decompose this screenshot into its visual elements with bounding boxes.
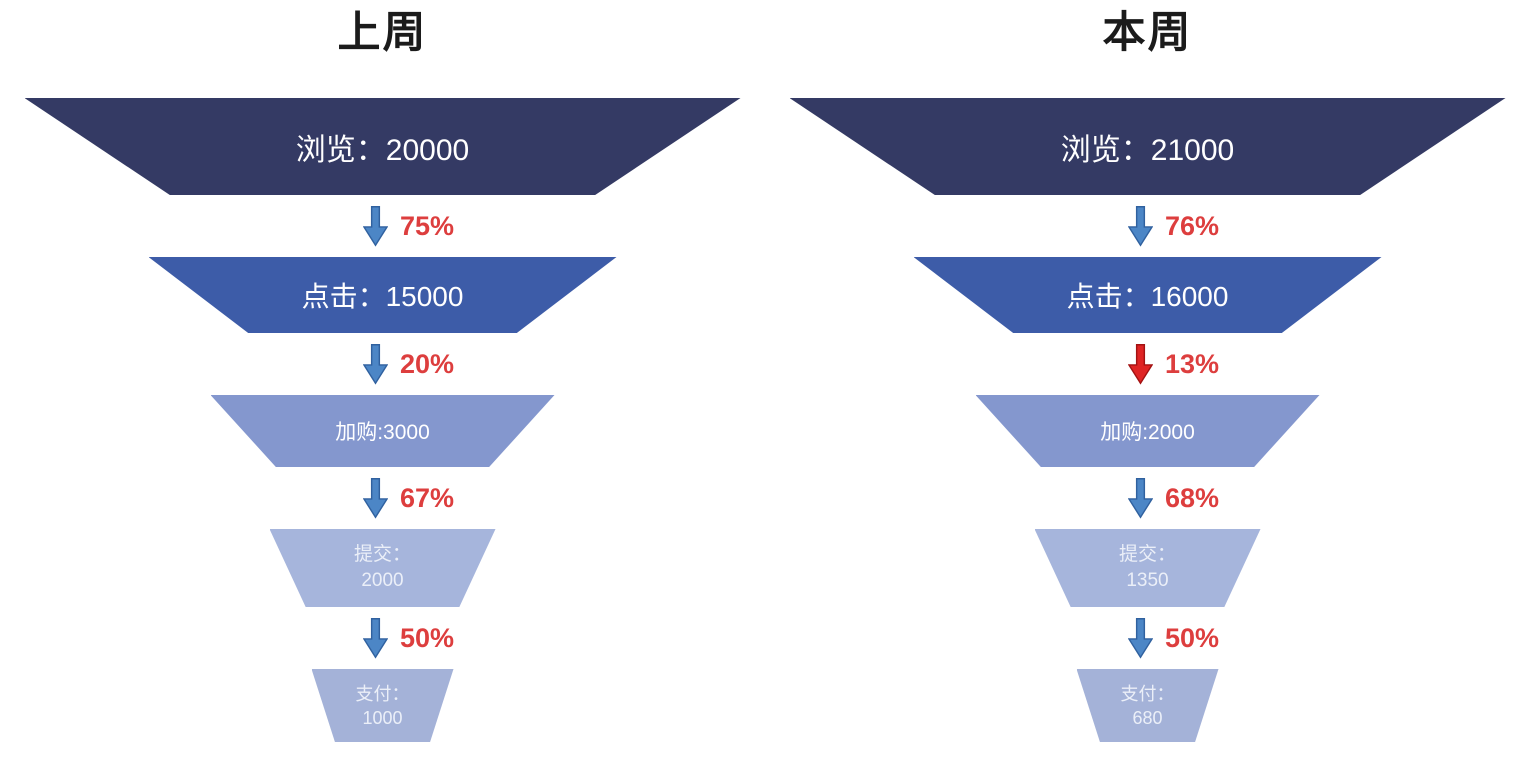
funnel-stage-submit: 提交： 2000 xyxy=(269,529,496,607)
transition-browse-click: 75% xyxy=(362,195,455,257)
funnel-title-last-week: 上周 xyxy=(337,9,428,57)
transition-submit-pay: 50% xyxy=(1127,607,1220,669)
funnel-stage-browse: 浏览：21000 xyxy=(789,98,1506,195)
funnel-stage-click: 点击：15000 xyxy=(148,257,617,333)
funnel-stack-this-week: 浏览：21000 76% 点击：16000 13% 加购:2000 68% xyxy=(789,98,1506,742)
down-arrow-icon xyxy=(362,344,388,385)
conversion-rate-label: 50% xyxy=(399,622,455,653)
stage-label: 提交： xyxy=(1118,544,1176,565)
stage-label: 加购:3000 xyxy=(335,421,430,444)
down-arrow-icon xyxy=(1127,478,1153,519)
stage-label-line2: 2000 xyxy=(361,570,404,591)
conversion-rate-label: 67% xyxy=(399,482,455,513)
stage-label-line2: 1350 xyxy=(1126,570,1169,591)
down-arrow-icon xyxy=(1127,206,1153,247)
funnel-stage-submit: 提交： 1350 xyxy=(1034,529,1261,607)
funnel-stage-click: 点击：16000 xyxy=(913,257,1382,333)
funnel-stage-add-to-cart: 加购:2000 xyxy=(975,395,1320,467)
stage-label: 加购:2000 xyxy=(1100,421,1195,444)
stage-label-line2: 680 xyxy=(1132,707,1163,728)
stage-label: 点击：16000 xyxy=(1066,281,1229,312)
conversion-rate-label: 13% xyxy=(1164,348,1220,379)
transition-browse-click: 76% xyxy=(1127,195,1220,257)
down-arrow-icon xyxy=(1127,344,1153,385)
stage-label: 提交： xyxy=(353,544,411,565)
funnel-title-this-week: 本周 xyxy=(1102,9,1193,57)
stage-label: 支付： xyxy=(1120,683,1175,704)
conversion-rate-label: 20% xyxy=(399,348,455,379)
conversion-rate-label: 50% xyxy=(1164,622,1220,653)
transition-cart-submit: 67% xyxy=(362,467,455,529)
down-arrow-icon xyxy=(362,478,388,519)
transition-click-cart-drop: 13% xyxy=(1127,333,1220,395)
down-arrow-icon xyxy=(362,618,388,659)
funnel-stage-add-to-cart: 加购:3000 xyxy=(210,395,555,467)
stage-label-line2: 1000 xyxy=(362,707,403,728)
funnel-stack-last-week: 浏览：20000 75% 点击：15000 20% 加购:3000 67% xyxy=(24,98,741,742)
funnel-last-week: 上周 浏览：20000 75% 点击：15000 20% 加购:3000 xyxy=(24,9,741,742)
transition-click-cart: 20% xyxy=(362,333,455,395)
stage-label: 浏览：21000 xyxy=(1060,133,1235,167)
stage-label: 点击：15000 xyxy=(301,281,464,312)
transition-submit-pay: 50% xyxy=(362,607,455,669)
stage-label: 支付： xyxy=(355,683,410,704)
conversion-rate-label: 68% xyxy=(1164,482,1220,513)
funnel-stage-pay: 支付： 1000 xyxy=(311,669,454,742)
funnel-this-week: 本周 浏览：21000 76% 点击：16000 13% 加购:2000 xyxy=(765,0,1530,770)
transition-cart-submit: 68% xyxy=(1127,467,1220,529)
funnel-stage-browse: 浏览：20000 xyxy=(24,98,741,195)
stage-label: 浏览：20000 xyxy=(295,133,470,167)
down-arrow-icon xyxy=(1127,618,1153,659)
conversion-rate-label: 75% xyxy=(399,210,455,241)
down-arrow-icon xyxy=(362,206,388,247)
funnel-stage-pay: 支付： 680 xyxy=(1076,669,1219,742)
conversion-rate-label: 76% xyxy=(1164,210,1220,241)
